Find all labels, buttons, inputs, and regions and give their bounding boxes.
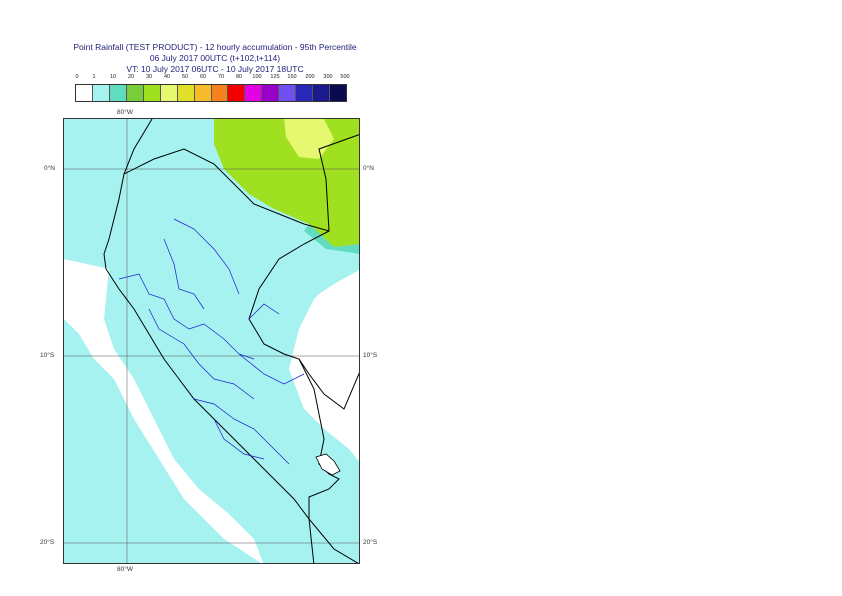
title-line-valid-time: VT: 10 July 2017 06UTC - 10 July 2017 18… xyxy=(126,64,304,74)
legend-tick: 30 xyxy=(145,74,153,80)
legend-swatch xyxy=(109,85,127,101)
legend-tick: 10 xyxy=(109,74,117,80)
legend-swatch xyxy=(245,85,263,101)
legend-swatch xyxy=(296,85,314,101)
lon-label-bottom: 80°W xyxy=(117,566,133,573)
national-border-east xyxy=(248,230,359,410)
legend-swatch xyxy=(228,85,246,101)
coastline xyxy=(103,119,315,563)
land-rain-wash xyxy=(119,159,359,459)
legend-swatch xyxy=(262,85,280,101)
national-border-south xyxy=(298,358,359,563)
lat-label-20-left: 20°S xyxy=(40,539,55,546)
legend-swatch xyxy=(194,85,212,101)
legend-tick: 40 xyxy=(163,74,171,80)
legend-tick: 100 xyxy=(252,74,262,80)
legend-color-bar xyxy=(75,84,347,102)
legend-swatch xyxy=(313,85,331,101)
lat-label-0-left: 0°N xyxy=(44,165,55,172)
legend-swatch xyxy=(279,85,297,101)
legend-tick-labels: 0 1 10 20 30 40 50 60 70 80 100 125 150 … xyxy=(75,74,365,83)
legend-swatch xyxy=(76,85,93,101)
legend-tick: 50 xyxy=(181,74,189,80)
map-canvas xyxy=(64,119,359,563)
lat-label-10-left: 10°S xyxy=(40,352,55,359)
rainfall-map xyxy=(63,118,360,564)
legend-tick: 70 xyxy=(217,74,225,80)
legend-tick: 300 xyxy=(323,74,333,80)
legend-tick: 1 xyxy=(92,74,96,80)
lat-label-20-right: 20°S xyxy=(363,539,378,546)
legend-tick: 0 xyxy=(75,74,79,80)
legend-tick: 150 xyxy=(287,74,297,80)
title-line-product: Point Rainfall (TEST PRODUCT) - 12 hourl… xyxy=(73,42,357,52)
legend-swatch xyxy=(143,85,161,101)
legend-tick: 20 xyxy=(127,74,135,80)
light-rain-band xyxy=(304,224,359,254)
legend-swatch xyxy=(160,85,178,101)
legend-swatch xyxy=(177,85,195,101)
lake-titicaca xyxy=(315,453,341,476)
legend-swatch xyxy=(92,85,110,101)
lat-label-0-right: 0°N xyxy=(363,165,374,172)
admin-borders xyxy=(118,218,305,465)
national-border-north xyxy=(123,134,359,232)
legend-tick: 80 xyxy=(235,74,243,80)
lon-label-top: 80°W xyxy=(117,109,133,116)
legend-swatch xyxy=(211,85,229,101)
legend-tick: 60 xyxy=(199,74,207,80)
legend-tick: 500 xyxy=(340,74,350,80)
legend-tick: 125 xyxy=(270,74,280,80)
map-title: Point Rainfall (TEST PRODUCT) - 12 hourl… xyxy=(40,42,390,75)
color-legend: 0 1 10 20 30 40 50 60 70 80 100 125 150 … xyxy=(75,74,365,102)
legend-tick: 200 xyxy=(305,74,315,80)
legend-swatch xyxy=(330,85,346,101)
legend-swatch xyxy=(126,85,144,101)
title-line-base-time: 06 July 2017 00UTC (t+102,t+114) xyxy=(149,53,281,63)
heavy-rain-patch xyxy=(284,119,334,159)
lat-label-10-right: 10°S xyxy=(363,352,378,359)
